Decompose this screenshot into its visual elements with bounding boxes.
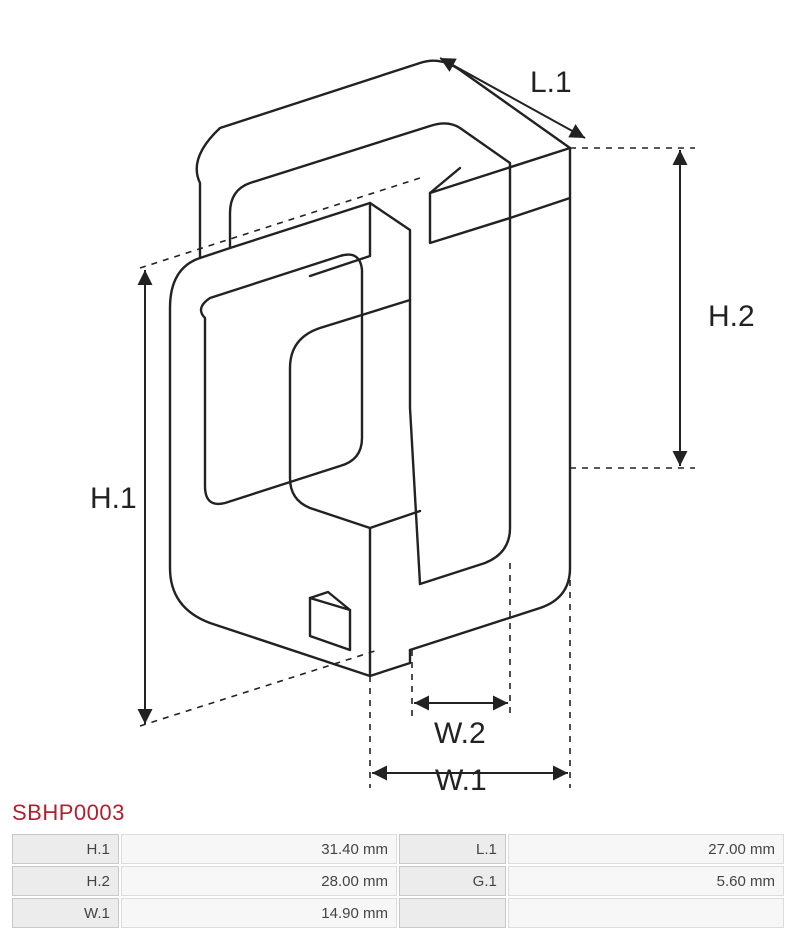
spec-table: H.1 31.40 mm L.1 27.00 mm H.2 28.00 mm G… [10, 832, 786, 930]
spec-value: 31.40 mm [121, 834, 397, 864]
spec-key: L.1 [399, 834, 506, 864]
technical-diagram: L.1 H.2 H.1 W.2 W.1 [10, 8, 786, 794]
table-row: W.1 14.90 mm [12, 898, 784, 928]
spec-value: 27.00 mm [508, 834, 784, 864]
part-outline [170, 61, 570, 676]
spec-key [399, 898, 506, 928]
label-h1: H.1 [90, 482, 137, 515]
extension-lines [140, 148, 695, 788]
spec-value: 14.90 mm [121, 898, 397, 928]
spec-value [508, 898, 784, 928]
spec-key: W.1 [12, 898, 119, 928]
table-row: H.2 28.00 mm G.1 5.60 mm [12, 866, 784, 896]
label-w2: W.2 [434, 717, 486, 750]
label-l1: L.1 [530, 66, 572, 99]
spec-value: 28.00 mm [121, 866, 397, 896]
part-code-title: SBHP0003 [12, 800, 786, 826]
label-w1: W.1 [435, 764, 487, 794]
table-row: H.1 31.40 mm L.1 27.00 mm [12, 834, 784, 864]
spec-key: H.1 [12, 834, 119, 864]
spec-key: G.1 [399, 866, 506, 896]
page: L.1 H.2 H.1 W.2 W.1 SBHP0003 H.1 31.40 m… [0, 0, 796, 940]
dimension-labels: L.1 H.2 H.1 W.2 W.1 [90, 66, 755, 794]
spec-value: 5.60 mm [508, 866, 784, 896]
label-h2: H.2 [708, 300, 755, 333]
spec-key: H.2 [12, 866, 119, 896]
diagram-svg: L.1 H.2 H.1 W.2 W.1 [10, 8, 786, 794]
